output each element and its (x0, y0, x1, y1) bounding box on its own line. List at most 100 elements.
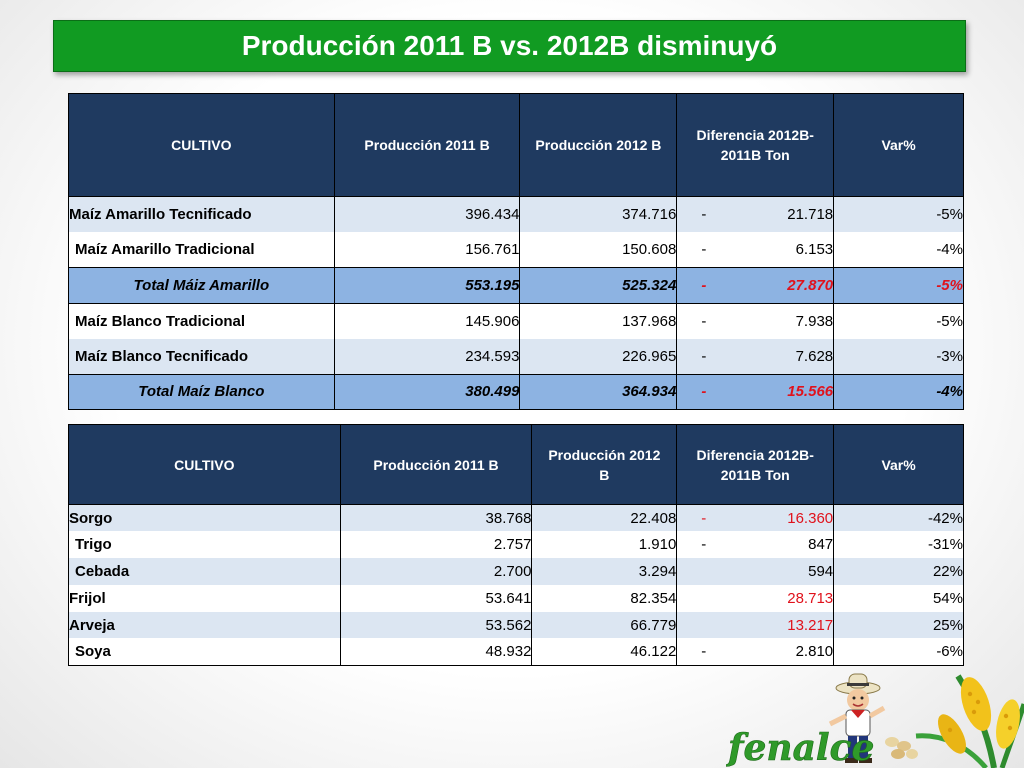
cultivo-cell: Frijol (68, 584, 341, 612)
header-diferencia: Diferencia 2012B- 2011B Ton (676, 93, 835, 197)
produccion-2012-cell: 22.408 (531, 504, 678, 532)
diferencia-value: 6.153 (795, 241, 834, 258)
diferencia-cell: - 847 (676, 531, 835, 559)
diferencia-value: 16.360 (787, 509, 834, 527)
table-row: Maíz Blanco Tecnificado 234.593 226.965 … (68, 338, 964, 374)
produccion-2011-cell: 2.757 (339, 531, 533, 559)
diferencia-value: 27.870 (787, 276, 834, 294)
diferencia-sign: - (701, 509, 707, 527)
header-cultivo: CULTIVO (68, 93, 335, 197)
produccion-2012-cell: 3.294 (531, 558, 678, 585)
diferencia-cell: 594 (676, 558, 835, 585)
cultivo-cell: Arveja (68, 611, 341, 639)
var-cell: -5% (833, 196, 964, 232)
var-cell: -42% (833, 504, 964, 532)
diferencia-cell: - 21.718 (676, 196, 835, 232)
var-cell: -3% (833, 338, 964, 374)
header-diferencia-line2: 2011B Ton (720, 147, 790, 163)
diferencia-value: 7.938 (795, 312, 834, 330)
header-produccion-2012-line2: B (599, 466, 610, 483)
diferencia-cell: - 7.628 (676, 338, 835, 374)
cultivo-cell: Maíz Blanco Tecnificado (68, 338, 335, 374)
header-produccion-2011: Producción 2011 B (333, 93, 521, 197)
cultivo-cell: Total Maíz Blanco (68, 373, 335, 410)
diferencia-value: 2.810 (795, 643, 834, 661)
header-produccion-2012-line1: Producción 2012 (548, 446, 661, 463)
diferencia-sign: - (701, 206, 707, 223)
diferencia-value: 7.628 (795, 347, 834, 365)
produccion-2012-cell: 137.968 (519, 303, 678, 339)
produccion-2012-cell: 150.608 (519, 232, 678, 268)
table-header-row: CULTIVO Producción 2011 B Producción 201… (68, 424, 964, 505)
table-row: Soya 48.932 46.122 - 2.810 -6% (68, 638, 964, 666)
produccion-2011-cell: 396.434 (333, 196, 521, 232)
fenalce-logo: fenalce (726, 673, 1024, 768)
produccion-2011-cell: 156.761 (333, 232, 521, 268)
produccion-2012-cell: 525.324 (519, 267, 678, 304)
header-produccion-2012: Producción 2012 B (531, 424, 678, 505)
var-cell: -4% (833, 232, 964, 268)
diferencia-cell: 28.713 (676, 584, 835, 612)
var-cell: -5% (833, 303, 964, 339)
table-row: Trigo 2.757 1.910 - 847 -31% (68, 531, 964, 559)
diferencia-cell: - 2.810 (676, 638, 835, 666)
maize-production-table: CULTIVO Producción 2011 B Producción 201… (68, 93, 964, 410)
title-banner: Producción 2011 B vs. 2012B disminuyó (53, 20, 966, 72)
diferencia-sign: - (701, 241, 707, 258)
table-header-row: CULTIVO Producción 2011 B Producción 201… (68, 93, 964, 197)
var-cell: -31% (833, 531, 964, 559)
other-crops-production-table: CULTIVO Producción 2011 B Producción 201… (68, 424, 964, 666)
cultivo-cell: Trigo (68, 531, 341, 559)
produccion-2011-cell: 380.499 (333, 373, 521, 410)
cultivo-cell: Maíz Amarillo Tradicional (68, 232, 335, 268)
var-cell: 22% (833, 558, 964, 585)
header-diferencia-line1: Diferencia 2012B- (696, 127, 814, 143)
cultivo-cell: Total Máiz Amarillo (68, 267, 335, 304)
cultivo-cell: Soya (68, 638, 341, 666)
var-cell: -4% (833, 373, 964, 410)
table-row: Frijol 53.641 82.354 28.713 54% (68, 584, 964, 612)
produccion-2011-cell: 53.641 (339, 584, 533, 612)
diferencia-cell: 13.217 (676, 611, 835, 639)
produccion-2012-cell: 66.779 (531, 611, 678, 639)
var-cell: -5% (833, 267, 964, 304)
produccion-2011-cell: 48.932 (339, 638, 533, 666)
fenalce-wordmark: fenalce (726, 727, 874, 768)
diferencia-sign: - (701, 347, 707, 365)
table-row: Sorgo 38.768 22.408 - 16.360 -42% (68, 504, 964, 532)
diferencia-sign: - (701, 276, 707, 294)
diferencia-value: 847 (808, 536, 834, 554)
page-title: Producción 2011 B vs. 2012B disminuyó (241, 30, 778, 61)
produccion-2011-cell: 145.906 (333, 303, 521, 339)
table-row: Maíz Amarillo Tecnificado 396.434 374.71… (68, 196, 964, 232)
table-row: Cebada 2.700 3.294 594 22% (68, 558, 964, 585)
var-cell: 54% (833, 584, 964, 612)
produccion-2011-cell: 38.768 (339, 504, 533, 532)
diferencia-sign: - (701, 643, 707, 661)
diferencia-sign: - (701, 312, 707, 330)
header-diferencia-line2: 2011B Ton (720, 466, 790, 483)
diferencia-sign: - (701, 383, 707, 401)
diferencia-cell: - 15.566 (676, 373, 835, 410)
table-row: Maíz Blanco Tradicional 145.906 137.968 … (68, 303, 964, 339)
diferencia-cell: - 27.870 (676, 267, 835, 304)
diferencia-cell: - 7.938 (676, 303, 835, 339)
table-row: Maíz Amarillo Tradicional 156.761 150.60… (68, 232, 964, 268)
header-var: Var% (833, 93, 964, 197)
table-total-row: Total Maíz Blanco 380.499 364.934 - 15.56… (68, 373, 964, 410)
diferencia-value: 15.566 (787, 383, 834, 401)
header-diferencia: Diferencia 2012B- 2011B Ton (676, 424, 835, 505)
produccion-2012-cell: 1.910 (531, 531, 678, 559)
table-total-row: Total Máiz Amarillo 553.195 525.324 - 27.… (68, 267, 964, 304)
diferencia-sign: - (701, 536, 707, 554)
produccion-2012-cell: 226.965 (519, 338, 678, 374)
diferencia-cell: - 6.153 (676, 232, 835, 268)
var-cell: -6% (833, 638, 964, 666)
cultivo-cell: Maíz Amarillo Tecnificado (68, 196, 335, 232)
diferencia-value: 28.713 (787, 589, 834, 607)
produccion-2012-cell: 364.934 (519, 373, 678, 410)
produccion-2011-cell: 553.195 (333, 267, 521, 304)
cultivo-cell: Cebada (68, 558, 341, 585)
header-diferencia-line1: Diferencia 2012B- (696, 446, 814, 463)
produccion-2011-cell: 53.562 (339, 611, 533, 639)
